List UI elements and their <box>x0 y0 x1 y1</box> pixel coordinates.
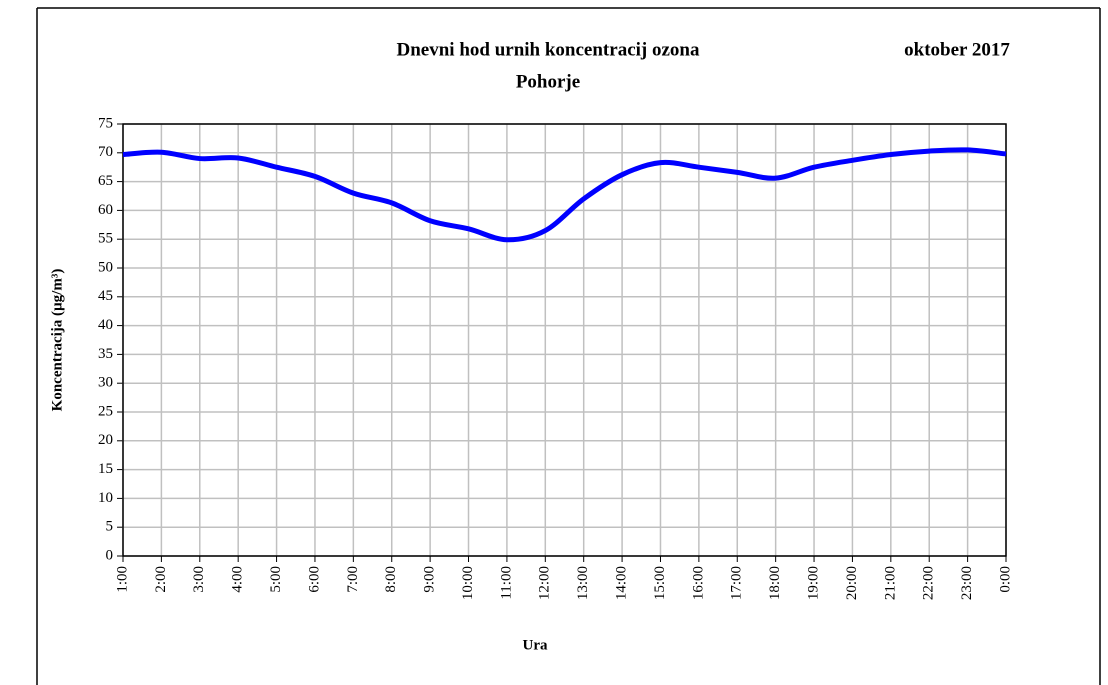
x-tick-label: 20:00 <box>844 566 860 600</box>
x-tick-label: 10:00 <box>460 566 476 600</box>
y-tick-label: 0 <box>106 547 114 563</box>
x-tick-label: 8:00 <box>383 566 399 593</box>
y-tick-label: 75 <box>98 115 113 131</box>
x-tick-label: 23:00 <box>959 566 975 600</box>
x-tick-label: 2:00 <box>153 566 169 593</box>
x-tick-label: 5:00 <box>268 566 284 593</box>
y-tick-label: 70 <box>98 144 113 160</box>
x-tick-label: 6:00 <box>306 566 322 593</box>
y-tick-label: 60 <box>98 202 113 218</box>
chart-subtitle: Pohorje <box>516 71 580 92</box>
y-tick-label: 65 <box>98 173 113 189</box>
x-tick-label: 21:00 <box>882 566 898 600</box>
x-tick-label: 9:00 <box>422 566 438 593</box>
plot-border <box>122 123 1007 557</box>
y-tick-label: 45 <box>98 288 113 304</box>
x-axis-label: Ura <box>523 637 548 653</box>
x-tick-label: 7:00 <box>345 566 361 593</box>
series-line <box>122 147 1007 243</box>
chart-title: Dnevni hod urnih koncentracij ozona <box>397 39 700 60</box>
y-axis-label: Koncentracija (µg/m³) <box>49 269 65 412</box>
y-tick-label: 20 <box>98 432 113 448</box>
x-tick-label: 17:00 <box>729 566 745 600</box>
x-tick-label: 4:00 <box>230 566 246 593</box>
x-tick-label: 15:00 <box>652 566 668 600</box>
y-tick-label: 40 <box>98 317 113 333</box>
x-tick-label: 0:00 <box>997 566 1013 593</box>
x-tick-label: 1:00 <box>114 566 130 593</box>
x-tick-label: 18:00 <box>767 566 783 600</box>
x-tick-label: 16:00 <box>690 566 706 600</box>
y-tick-label: 35 <box>98 346 113 362</box>
y-tick-label: 30 <box>98 375 113 391</box>
x-tick-label: 13:00 <box>575 566 591 600</box>
y-tick-label: 25 <box>98 403 113 419</box>
y-tick-label: 5 <box>106 519 114 535</box>
annotation: oktober 2017 <box>904 39 1010 60</box>
x-tick-label: 14:00 <box>614 566 630 600</box>
y-tick-label: 15 <box>98 461 113 477</box>
y-tick-label: 55 <box>98 231 113 247</box>
y-tick-label: 10 <box>98 490 113 506</box>
y-tick-label: 50 <box>98 259 113 275</box>
x-tick-label: 19:00 <box>805 566 821 600</box>
x-tick-label: 11:00 <box>498 566 514 600</box>
x-tick-label: 22:00 <box>921 566 937 600</box>
x-tick-label: 12:00 <box>537 566 553 600</box>
x-tick-label: 3:00 <box>191 566 207 593</box>
